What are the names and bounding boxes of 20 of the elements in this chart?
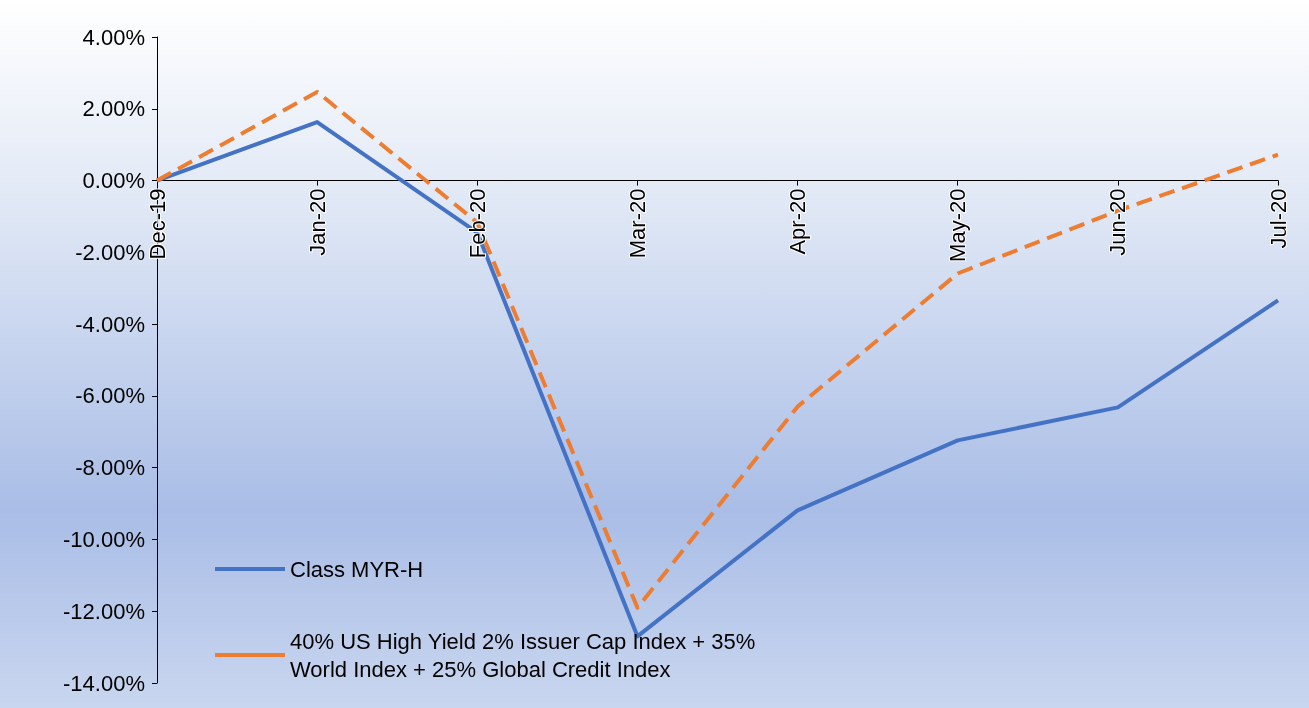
y-tick-label: -4.00% [75, 311, 145, 337]
x-tick-label: Jul-20 [1265, 188, 1291, 249]
y-tick-label: -10.00% [63, 526, 145, 552]
legend-label: Class MYR-H [290, 556, 424, 582]
x-tick-label: Dec-19 [144, 188, 170, 260]
x-tick-label: Mar-20 [624, 188, 650, 259]
y-tick-label: -8.00% [75, 455, 145, 481]
x-tick-label: Apr-20 [785, 188, 811, 255]
x-tick-label: Jan-20 [304, 188, 330, 256]
y-tick-label: -14.00% [63, 670, 145, 696]
y-tick-label: 0.00% [82, 168, 145, 194]
x-tick-label: May-20 [945, 188, 971, 262]
y-tick-label: 4.00% [82, 24, 145, 50]
legend-label: 40% US High Yield 2% Issuer Cap Index + 35% World Index + 25% Global Credit Index [290, 628, 762, 682]
y-tick-label: -6.00% [75, 383, 145, 409]
x-tick-label: Feb-20 [464, 188, 490, 259]
x-tick-label: Jun-20 [1105, 188, 1131, 256]
y-tick-label: 2.00% [82, 96, 145, 122]
y-tick-label: -2.00% [75, 239, 145, 265]
y-tick-label: -12.00% [63, 598, 145, 624]
